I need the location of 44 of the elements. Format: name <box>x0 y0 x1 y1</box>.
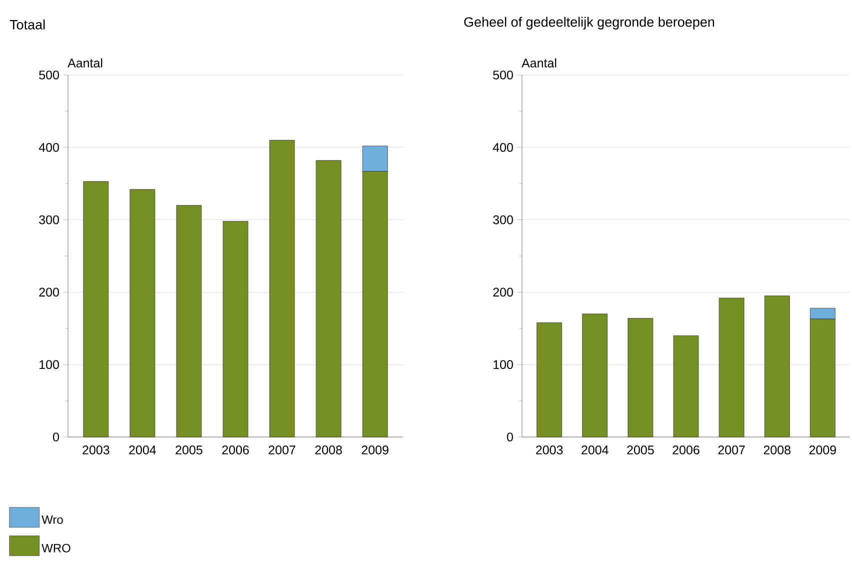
x-tick-label: 2003 <box>82 446 110 454</box>
y-tick-label: 200 <box>39 288 59 297</box>
bar <box>222 221 248 438</box>
bar <box>269 140 295 438</box>
bar <box>316 160 342 438</box>
y-tick-label: 400 <box>492 142 513 152</box>
y-axis-title: Aantal <box>522 58 556 68</box>
x-tick-label: 2003 <box>536 446 563 454</box>
x-tick-label: 2009 <box>362 446 388 454</box>
bar <box>536 322 562 438</box>
x-tick-label: 2005 <box>176 446 202 454</box>
x-tick-label: 2006 <box>672 446 700 454</box>
x-tick-label: 2005 <box>627 446 654 454</box>
x-tick-label: 2004 <box>582 446 608 454</box>
bar <box>628 318 654 438</box>
y-tick-label: 300 <box>493 215 513 224</box>
x-tick-label: 2008 <box>315 446 342 454</box>
y-tick-label: 400 <box>38 142 59 152</box>
bar <box>764 296 790 438</box>
x-tick-label: 2007 <box>268 446 296 454</box>
bar <box>673 335 699 438</box>
bar <box>718 298 744 438</box>
legend-label: Wro <box>42 516 63 524</box>
chart-title: Totaal <box>10 20 45 30</box>
x-tick-label: 2004 <box>129 446 156 454</box>
y-tick-label: 100 <box>40 360 59 370</box>
bar <box>83 181 109 438</box>
y-tick-label: 100 <box>494 360 513 370</box>
x-tick-label: 2009 <box>809 446 836 454</box>
x-tick-label: 2007 <box>718 446 745 454</box>
y-tick-label: 300 <box>39 215 59 224</box>
x-tick-label: 2008 <box>764 446 790 454</box>
y-axis-title: Aantal <box>68 58 102 68</box>
y-tick-label: 500 <box>493 70 513 80</box>
bar <box>582 314 608 438</box>
legend-label: WRO <box>42 544 70 552</box>
y-tick-label: 500 <box>39 70 59 80</box>
y-tick-label: 0 <box>53 432 59 442</box>
y-tick-label: 0 <box>507 432 513 442</box>
chart-title: Geheel of gedeeltelijk gegronde beroepen <box>464 16 714 30</box>
bar <box>130 189 156 438</box>
x-tick-label: 2006 <box>222 446 249 454</box>
bar <box>176 205 202 438</box>
y-tick-label: 200 <box>493 288 513 297</box>
